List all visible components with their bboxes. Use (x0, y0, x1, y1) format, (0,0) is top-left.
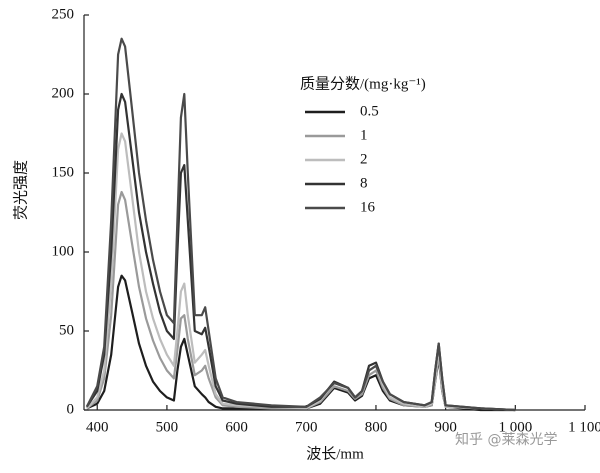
legend-title: 质量分数/(mg·kg⁻¹) (300, 75, 426, 92)
x-tick-label: 1 000 (498, 419, 532, 435)
x-tick-label: 600 (225, 419, 248, 435)
legend-label: 0.5 (360, 103, 379, 119)
y-tick-label: 200 (52, 85, 75, 101)
x-tick-label: 400 (86, 419, 109, 435)
y-tick-label: 0 (67, 401, 75, 417)
legend-label: 1 (360, 127, 368, 143)
x-tick-label: 700 (295, 419, 318, 435)
series-line (86, 274, 516, 412)
y-tick-label: 50 (59, 322, 74, 338)
legend-label: 16 (360, 199, 376, 215)
watermark: 知乎 @莱森光学 (455, 431, 557, 448)
legend-label: 8 (360, 175, 368, 191)
y-tick-label: 150 (52, 164, 75, 180)
y-axis-label: 荧光强度 (12, 160, 29, 220)
x-tick-label: 800 (365, 419, 388, 435)
x-tick-label: 500 (156, 419, 179, 435)
legend-label: 2 (360, 151, 368, 167)
series-line (86, 132, 516, 412)
y-tick-label: 250 (52, 6, 75, 22)
series-line (85, 37, 516, 412)
y-tick-label: 100 (52, 243, 75, 259)
x-tick-label: 900 (434, 419, 457, 435)
x-axis-label: 波长/mm (306, 445, 364, 462)
x-tick-label: 1 100 (568, 419, 600, 435)
